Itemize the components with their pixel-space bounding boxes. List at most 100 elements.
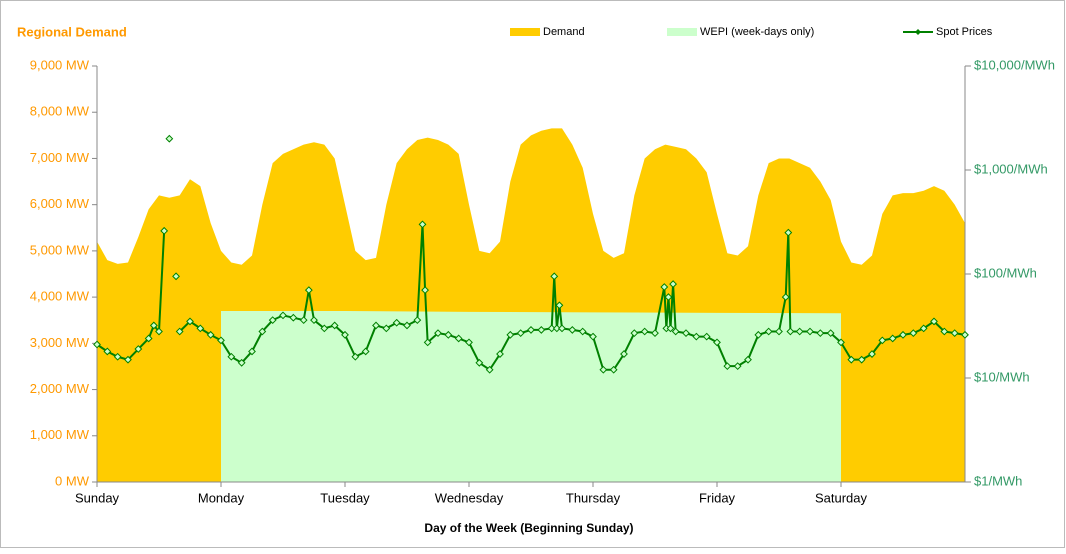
y-tick-label: 7,000 MW xyxy=(30,150,90,165)
marker xyxy=(940,327,949,336)
marker xyxy=(578,327,587,336)
marker xyxy=(599,365,608,374)
chart-title: Regional Demand xyxy=(17,24,127,39)
area xyxy=(221,310,841,482)
marker xyxy=(589,332,597,341)
marker xyxy=(351,352,360,361)
marker xyxy=(555,301,564,310)
legend-label: WEPI (week-days only) xyxy=(700,26,814,38)
marker xyxy=(237,358,246,367)
marker xyxy=(568,326,577,334)
marker xyxy=(172,272,180,281)
marker xyxy=(196,324,205,333)
marker xyxy=(795,327,804,336)
y2-tick-label: $10/MWh xyxy=(974,369,1030,384)
marker xyxy=(289,313,298,322)
legend-swatch xyxy=(510,28,540,36)
marker xyxy=(950,329,959,338)
marker xyxy=(930,317,938,326)
marker xyxy=(620,350,628,358)
marker xyxy=(666,324,675,333)
marker xyxy=(516,329,525,338)
marker xyxy=(961,330,969,339)
marker xyxy=(744,355,752,364)
marker xyxy=(361,347,370,356)
marker xyxy=(382,324,391,333)
marker xyxy=(651,329,659,338)
marker xyxy=(418,220,427,229)
x-axis-label: Day of the Week (Beginning Sunday) xyxy=(424,521,633,535)
x-tick-label: Sunday xyxy=(75,490,120,505)
marker xyxy=(671,327,680,336)
y2-tick-label: $1,000/MWh xyxy=(974,161,1048,176)
marker xyxy=(392,318,401,327)
marker xyxy=(403,321,411,330)
legend-swatch xyxy=(667,28,697,36)
marker xyxy=(552,324,561,333)
y-tick-label: 3,000 MW xyxy=(30,335,90,350)
marker xyxy=(878,336,887,345)
marker xyxy=(733,362,742,371)
y2-tick-label: $10,000/MWh xyxy=(974,57,1055,72)
marker xyxy=(786,327,795,336)
marker xyxy=(310,316,318,325)
y2-tick-label: $100/MWh xyxy=(974,265,1037,280)
marker xyxy=(909,329,918,338)
marker xyxy=(217,336,225,345)
y-tick-label: 4,000 MW xyxy=(30,289,90,304)
marker xyxy=(664,293,673,301)
legend-label: Spot Prices xyxy=(936,26,993,38)
marker xyxy=(754,330,763,339)
marker xyxy=(258,327,267,336)
marker xyxy=(103,347,112,356)
marker xyxy=(341,330,349,339)
marker xyxy=(692,332,701,341)
marker xyxy=(537,326,546,334)
marker xyxy=(165,134,174,143)
marker xyxy=(547,324,556,333)
marker xyxy=(609,365,618,374)
marker xyxy=(826,329,835,338)
x-tick-label: Monday xyxy=(198,490,245,505)
marker xyxy=(227,352,236,361)
marker xyxy=(149,321,158,330)
y-tick-label: 5,000 MW xyxy=(30,242,90,257)
marker xyxy=(550,272,559,281)
marker xyxy=(454,334,463,343)
x-tick-label: Thursday xyxy=(566,490,621,505)
marker xyxy=(248,347,256,356)
marker xyxy=(506,330,515,339)
marker xyxy=(496,350,504,358)
marker xyxy=(558,324,566,333)
marker xyxy=(702,332,711,341)
marker xyxy=(299,316,308,325)
marker xyxy=(784,228,793,237)
marker xyxy=(899,330,907,339)
marker xyxy=(160,226,169,235)
marker xyxy=(775,327,783,336)
marker xyxy=(175,327,184,336)
marker xyxy=(527,326,535,334)
marker xyxy=(279,311,287,320)
marker xyxy=(660,283,669,291)
y-tick-label: 8,000 MW xyxy=(30,104,90,119)
marker xyxy=(713,338,721,347)
marker xyxy=(186,317,194,326)
marker xyxy=(888,334,897,343)
marker xyxy=(669,280,677,288)
x-tick-label: Saturday xyxy=(815,490,868,505)
y-tick-label: 0 MW xyxy=(55,473,90,488)
marker xyxy=(413,316,422,325)
marker xyxy=(723,362,732,371)
marker xyxy=(124,355,132,364)
marker xyxy=(372,321,380,330)
marker xyxy=(764,327,773,336)
marker xyxy=(919,324,928,333)
legend-marker xyxy=(915,29,921,35)
marker xyxy=(155,327,163,336)
marker xyxy=(113,352,122,361)
marker xyxy=(304,286,313,295)
marker xyxy=(475,358,484,367)
marker xyxy=(837,338,845,347)
